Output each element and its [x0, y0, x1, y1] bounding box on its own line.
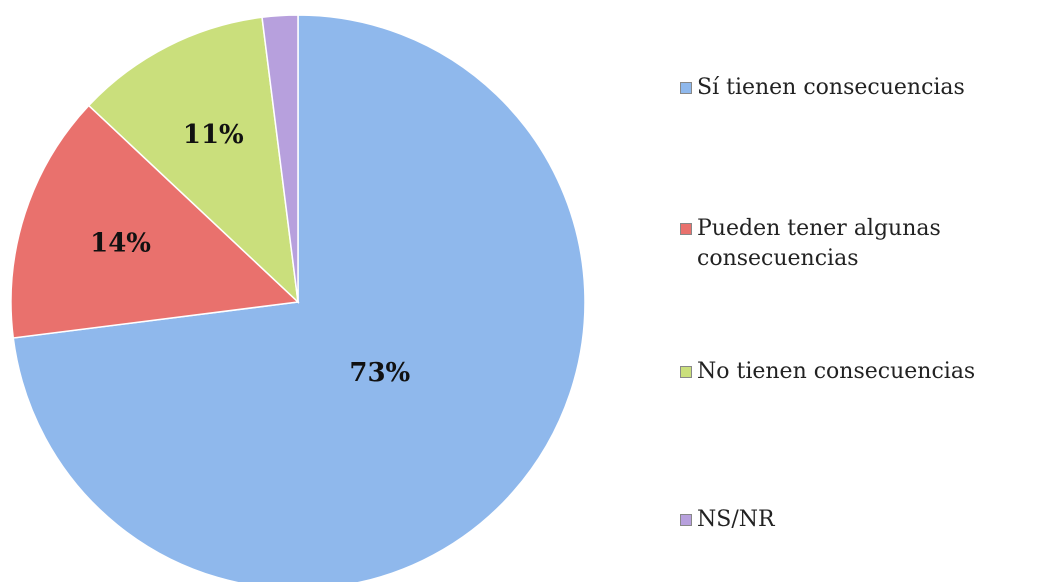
- legend-label: No tienen consecuencias: [697, 359, 976, 384]
- legend-label: Pueden tener algunas consecuencias: [697, 216, 941, 271]
- slice-label: 73%: [349, 358, 410, 388]
- pie-slice: [12, 14, 586, 582]
- legend-item: Sí tienen consecuencias: [680, 73, 1040, 103]
- legend-item: Pueden tener algunas consecuencias: [680, 214, 1040, 274]
- slice-label: 14%: [90, 228, 151, 258]
- legend-item: NS/NR: [680, 505, 1040, 535]
- legend-swatch: [680, 514, 692, 526]
- legend-swatch: [680, 223, 692, 235]
- legend-item: No tienen consecuencias: [680, 357, 1040, 387]
- legend: Sí tienen consecuencias Pueden tener algu…: [680, 0, 1040, 582]
- pie-slice: [87, 16, 300, 304]
- legend-swatch: [680, 366, 692, 378]
- pie-slice: [10, 104, 300, 339]
- pie-slice: [261, 14, 299, 303]
- legend-label: NS/NR: [697, 507, 775, 532]
- chart: 73% 14% 11%: [10, 14, 586, 582]
- legend-swatch: [680, 82, 692, 94]
- slice-label: 11%: [183, 120, 244, 150]
- legend-label: Sí tienen consecuencias: [697, 75, 965, 100]
